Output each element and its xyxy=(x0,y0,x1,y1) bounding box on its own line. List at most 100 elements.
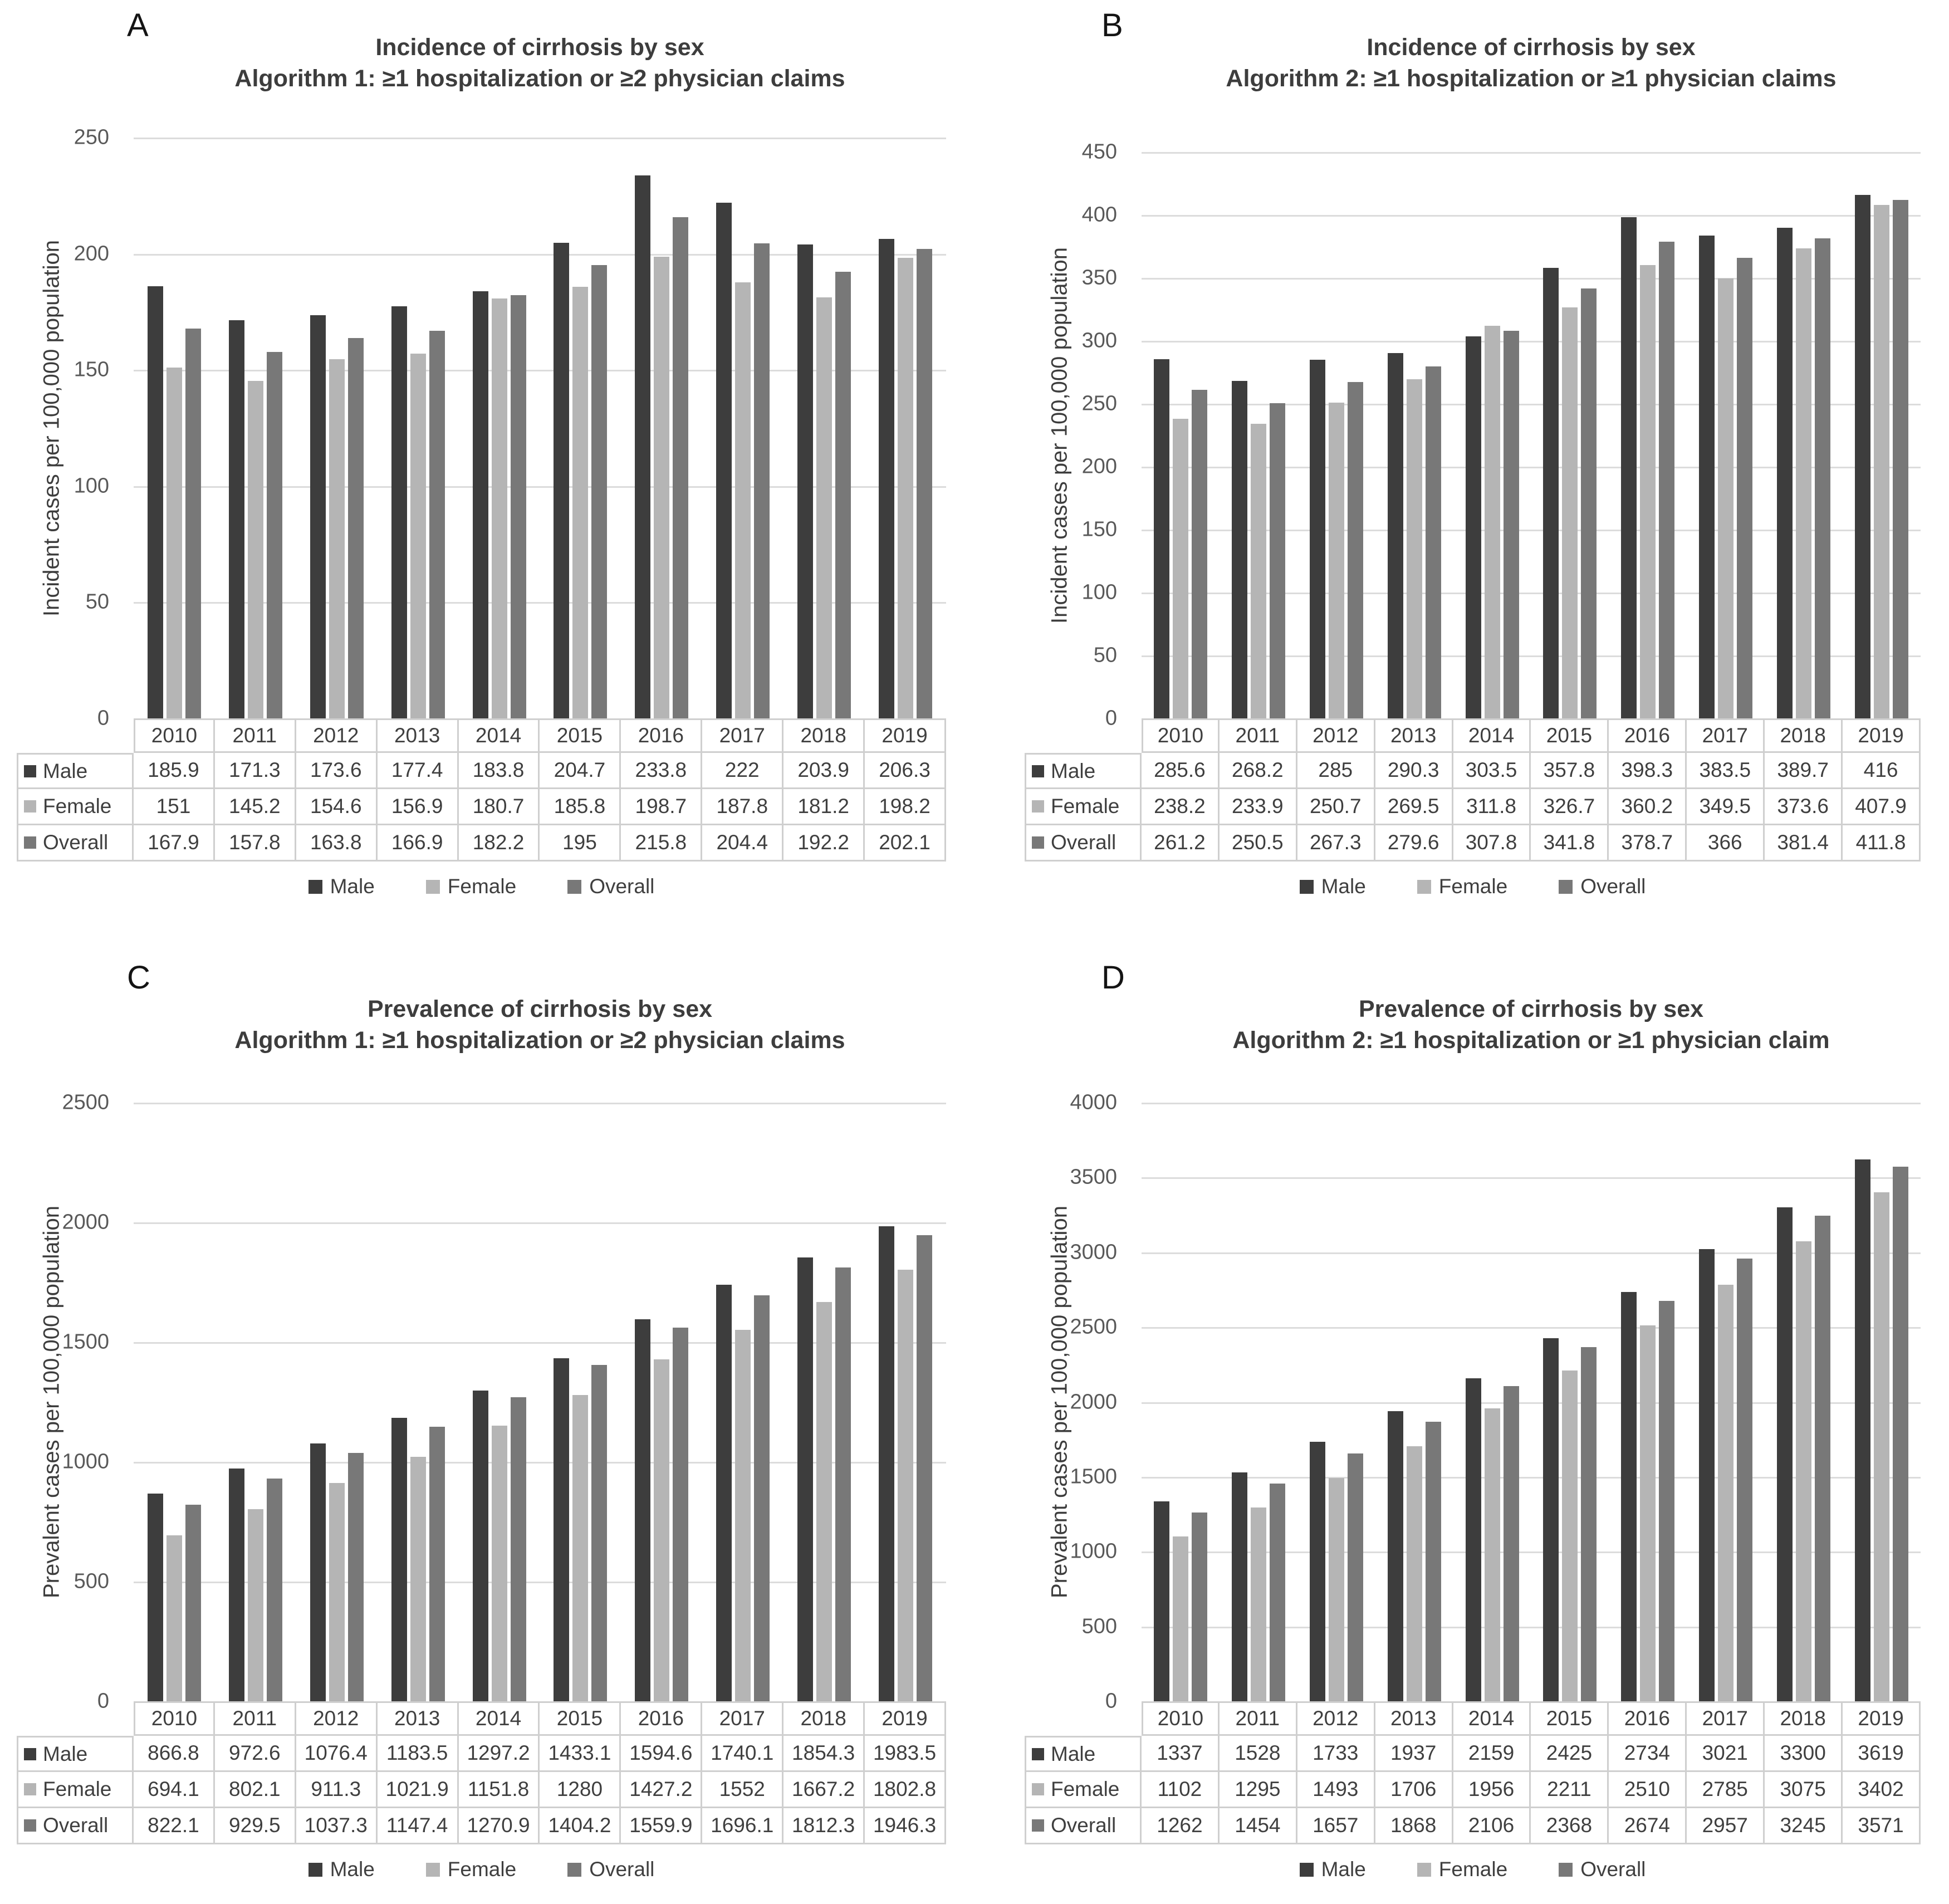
y-tick-label: 250 xyxy=(74,125,109,149)
value-cell: 911.3 xyxy=(296,1772,378,1808)
bar-female xyxy=(654,257,670,718)
value-cell: 373.6 xyxy=(1765,789,1843,825)
bar-female xyxy=(1562,307,1578,718)
bar-male xyxy=(879,1226,895,1701)
legend-item-overall: Overall xyxy=(1559,1858,1646,1881)
bar-female xyxy=(1484,1408,1500,1701)
bar-male xyxy=(1777,228,1793,718)
chart-legend: Male Female Overall xyxy=(17,1858,946,1881)
value-cell: 2734 xyxy=(1609,1736,1687,1772)
value-cell: 303.5 xyxy=(1453,753,1531,789)
value-cell: 3021 xyxy=(1687,1736,1765,1772)
legend-label: Overall xyxy=(589,875,655,898)
legend-item-female: Female xyxy=(425,1858,516,1881)
bar-overall xyxy=(1425,366,1441,718)
value-cell: 1528 xyxy=(1219,1736,1297,1772)
value-cell: 349.5 xyxy=(1687,789,1765,825)
legend-key-overall xyxy=(1559,879,1573,894)
bar-male xyxy=(391,306,407,718)
value-cell: 1667.2 xyxy=(783,1772,865,1808)
series-label-cell: Overall xyxy=(1025,1808,1142,1844)
bar-overall xyxy=(754,243,770,718)
bar-female xyxy=(1484,326,1500,718)
bar-female xyxy=(898,1269,914,1701)
value-cell: 183.8 xyxy=(458,753,540,789)
value-cell: 1802.8 xyxy=(865,1772,946,1808)
gridline xyxy=(134,1462,946,1464)
y-tick-label: 50 xyxy=(85,590,109,614)
data-table: 2010 2011 2012 2013 2014 2015 2016 2017 2018 2019… xyxy=(17,1701,946,1844)
value-cell: 187.8 xyxy=(702,789,784,825)
legend-key-overall xyxy=(1559,1862,1573,1877)
bar-female xyxy=(572,286,589,718)
bar-male xyxy=(1309,359,1325,718)
value-cell: 203.9 xyxy=(783,753,865,789)
year-header-cell: 2015 xyxy=(540,718,621,753)
chart-title-block: Incidence of cirrhosis by sex Algorithm 1… xyxy=(134,32,946,95)
chart-subtitle: Algorithm 2: ≥1 hospitalization or ≥1 ph… xyxy=(1232,1026,1830,1054)
y-tick-label: 4000 xyxy=(1070,1090,1117,1114)
legend-item-female: Female xyxy=(425,875,516,898)
series-label-cell: Male xyxy=(1025,1736,1142,1772)
value-cell: 167.9 xyxy=(134,825,215,862)
series-label-cell: Male xyxy=(17,1736,134,1772)
bar-group xyxy=(1220,1103,1297,1701)
year-header-cell: 2017 xyxy=(702,718,784,753)
value-cell: 1657 xyxy=(1297,1808,1375,1844)
bar-overall xyxy=(673,217,689,718)
year-header-cell: 2015 xyxy=(1531,718,1609,753)
value-cell: 360.2 xyxy=(1609,789,1687,825)
bars-layer xyxy=(134,1103,946,1701)
value-cell: 268.2 xyxy=(1219,753,1297,789)
year-header-cell: 2014 xyxy=(458,1701,540,1736)
plot-area: Incident cases per 100,000 population 450… xyxy=(1047,140,1921,730)
year-header-cell: 2017 xyxy=(702,1701,784,1736)
bar-male xyxy=(1387,1411,1403,1701)
panel-B: B Incidence of cirrhosis by sex Algorithm … xyxy=(974,0,1949,952)
value-cell: 694.1 xyxy=(134,1772,215,1808)
bar-female xyxy=(329,1483,345,1701)
y-tick-label: 1500 xyxy=(1070,1465,1117,1489)
value-cell: 1559.9 xyxy=(621,1808,703,1844)
bar-male xyxy=(554,1358,570,1701)
gridline xyxy=(134,1222,946,1224)
value-cell: 145.2 xyxy=(214,789,296,825)
value-cell: 204.4 xyxy=(702,825,784,862)
bar-overall xyxy=(835,272,851,718)
gridline xyxy=(1142,1626,1921,1628)
value-cell: 307.8 xyxy=(1453,825,1531,862)
value-cell: 2674 xyxy=(1609,1808,1687,1844)
gridline xyxy=(134,253,946,256)
bar-female xyxy=(329,359,345,718)
bar-group xyxy=(783,1103,865,1701)
legend-key-male xyxy=(308,1862,322,1877)
bar-overall xyxy=(510,295,526,718)
legend-key-male xyxy=(308,879,322,894)
value-cell: 1696.1 xyxy=(702,1808,784,1844)
bar-group xyxy=(865,1103,946,1701)
value-cell: 1433.1 xyxy=(540,1736,621,1772)
gridline xyxy=(1142,1327,1921,1329)
bar-overall xyxy=(917,248,933,718)
panel-A: A Incidence of cirrhosis by sex Algorithm … xyxy=(0,0,974,952)
bar-male xyxy=(1387,353,1403,718)
bar-male xyxy=(1621,217,1637,718)
bar-female xyxy=(410,1456,426,1701)
y-tick-label: 500 xyxy=(74,1569,109,1593)
series-label-cell: Female xyxy=(1025,1772,1142,1808)
value-cell: 285 xyxy=(1297,753,1375,789)
bar-group xyxy=(702,1103,783,1701)
data-table: 2010 2011 2012 2013 2014 2015 2016 2017 2018 2019… xyxy=(1025,718,1921,862)
value-cell: 233.9 xyxy=(1219,789,1297,825)
legend-key-male xyxy=(24,765,36,777)
bar-male xyxy=(1699,1249,1715,1701)
bar-overall xyxy=(347,1452,364,1701)
legend-item-male: Male xyxy=(308,875,375,898)
year-header-cell: 2013 xyxy=(377,718,459,753)
chart-title: Incidence of cirrhosis by sex xyxy=(375,34,704,61)
bar-group xyxy=(1142,1103,1220,1701)
bar-female xyxy=(1718,278,1734,718)
bar-overall xyxy=(591,1365,608,1701)
bar-overall xyxy=(429,330,445,718)
